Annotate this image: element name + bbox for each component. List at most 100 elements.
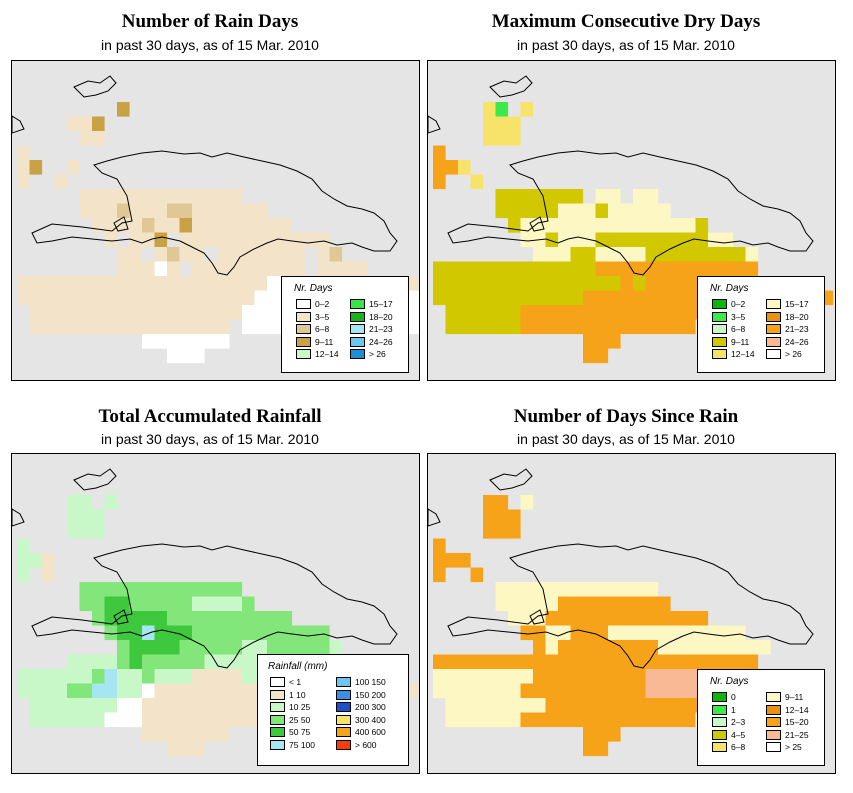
grid-cell [720, 247, 734, 262]
grid-cell [633, 189, 646, 204]
grid-cell [683, 654, 696, 670]
grid-cell [242, 290, 255, 306]
grid-cell [720, 640, 734, 655]
grid-cell [79, 203, 93, 219]
grid-cell [583, 698, 596, 713]
grid-cell [533, 247, 546, 262]
grid-cell [217, 218, 230, 233]
grid-cell [92, 524, 105, 539]
legend-item: 24–26 [766, 336, 835, 348]
grid-cell [620, 640, 634, 655]
legend-label: 18–20 [369, 311, 393, 322]
grid-cell [329, 247, 343, 262]
legend-item: 18–20 [350, 311, 419, 323]
grid-cell [67, 290, 80, 306]
grid-cell [683, 712, 696, 728]
grid-cell [104, 654, 118, 670]
grid-cell [645, 582, 659, 597]
legend-item: 75 100 [270, 740, 350, 751]
map-frame: Nr. Days 0–2 3–5 6–8 9–11 12–14 15–17 18–20 21–… [11, 60, 420, 381]
legend-label: 150 200 [355, 689, 386, 700]
grid-cell [445, 712, 459, 728]
grid-cell [242, 305, 255, 320]
grid-cell [583, 683, 596, 699]
grid-cell [470, 290, 484, 306]
grid-cell [483, 261, 496, 277]
grid-cell [458, 319, 471, 335]
legend-title: Nr. Days [294, 283, 333, 294]
grid-cell [670, 625, 684, 641]
grid-cell [695, 640, 709, 655]
grid-cell [608, 611, 621, 626]
grid-cell [229, 203, 243, 219]
grid-cell [142, 232, 155, 248]
grid-cell [179, 276, 193, 291]
legend-swatch [270, 740, 285, 750]
grid-cell [595, 203, 609, 219]
grid-cell [483, 495, 496, 510]
legend-label: 6–8 [731, 324, 746, 335]
grid-cell [179, 625, 193, 641]
grid-cell [508, 683, 521, 699]
grid-cell [545, 290, 559, 306]
grid-cell [154, 247, 168, 262]
grid-cell [645, 305, 659, 320]
grid-cell [520, 654, 534, 670]
panel-rainfall: Total Accumulated Rainfall in past 30 da… [0, 393, 420, 783]
grid-cell [683, 683, 696, 699]
grid-cell [558, 189, 571, 204]
grid-cell [483, 669, 496, 684]
grid-cell [217, 276, 230, 291]
grid-cell [608, 334, 621, 349]
grid-cell [445, 305, 459, 320]
grid-cell [533, 305, 546, 320]
grid-cell [179, 669, 193, 684]
grid-cell [608, 712, 621, 728]
grid-cell [670, 654, 684, 670]
grid-cell [267, 276, 280, 291]
grid-cell [508, 261, 521, 277]
grid-cell [670, 276, 684, 291]
grid-cell [533, 596, 546, 612]
grid-cell [179, 712, 193, 728]
grid-cell [142, 334, 155, 349]
legend-item: 0–2 [296, 299, 376, 310]
legend-title: Nr. Days [710, 283, 749, 294]
grid-cell [658, 218, 671, 233]
legend-swatch [270, 677, 285, 687]
grid-cell [254, 611, 268, 626]
grid-cell [520, 495, 534, 510]
grid-cell [608, 669, 621, 684]
grid-cell [570, 582, 584, 597]
legend-swatch [712, 336, 727, 347]
grid-cell [167, 669, 180, 684]
grid-cell [129, 218, 143, 233]
grid-cell [620, 712, 634, 728]
grid-cell [29, 553, 43, 568]
grid-cell [683, 625, 696, 641]
grid-cell [495, 102, 509, 117]
grid-cell [583, 727, 596, 742]
legend-swatch [712, 704, 727, 715]
grid-cell [192, 319, 205, 335]
grid-cell [483, 131, 496, 146]
grid-cell [192, 290, 205, 306]
grid-cell [167, 712, 180, 728]
grid-cell [583, 305, 596, 320]
grid-cell [267, 305, 280, 320]
legend-item: 50 75 [270, 727, 350, 738]
grid-cell [670, 640, 684, 655]
grid-cell [79, 305, 93, 320]
grid-cell [670, 305, 684, 320]
grid-cell [733, 625, 746, 641]
grid-cell [570, 712, 584, 728]
grid-cell [242, 611, 255, 626]
grid-cell [495, 712, 509, 728]
grid-cell [92, 290, 105, 306]
legend-swatch [336, 677, 351, 687]
grid-cell [179, 611, 193, 626]
legend-swatch [766, 349, 781, 360]
grid-cell [142, 276, 155, 291]
grid-cell [495, 189, 509, 204]
panel-rain-days: Number of Rain Days in past 30 days, as … [0, 0, 420, 390]
